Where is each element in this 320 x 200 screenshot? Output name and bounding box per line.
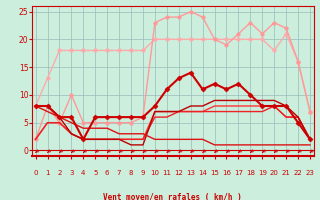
X-axis label: Vent moyen/en rafales ( km/h ): Vent moyen/en rafales ( km/h ): [103, 193, 242, 200]
